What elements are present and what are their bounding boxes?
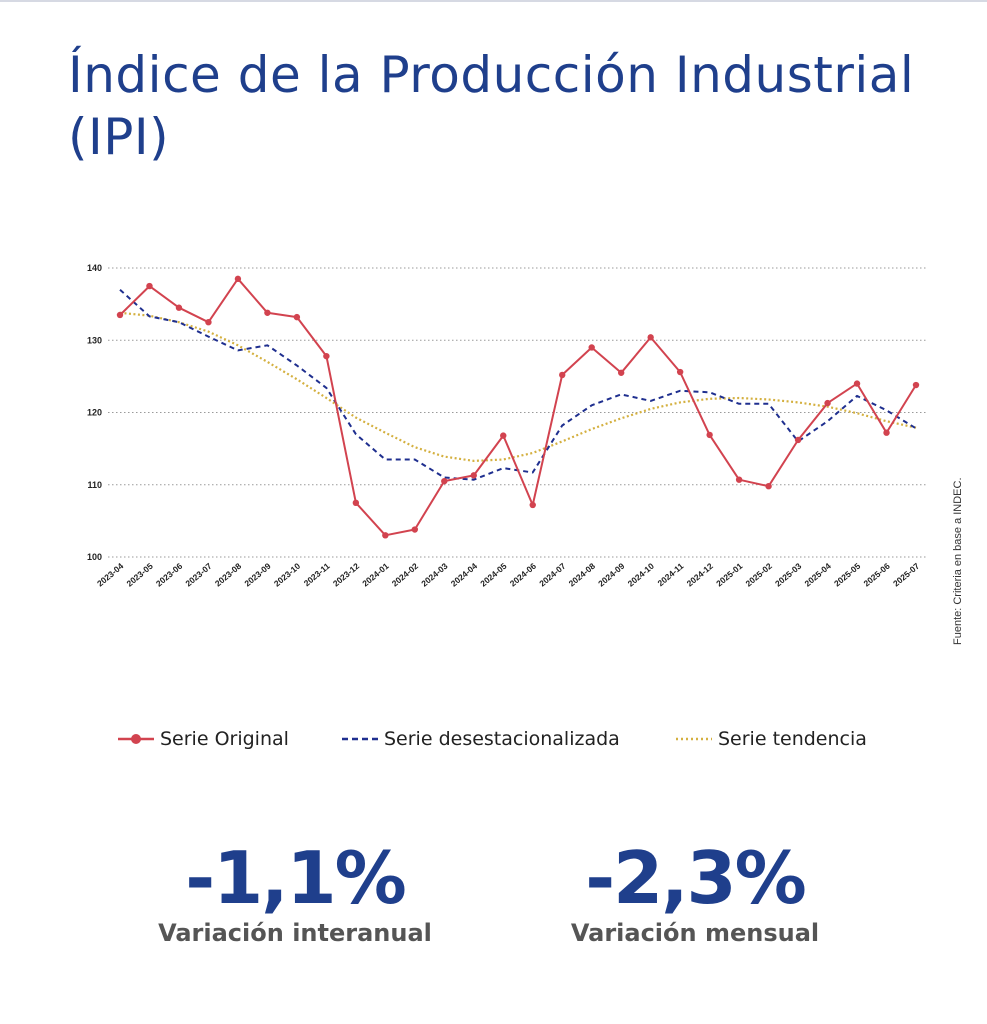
series-original-point xyxy=(264,309,271,316)
series-original-point xyxy=(824,399,831,407)
x-tick-label: 2025-02 xyxy=(744,561,775,589)
kpi-interanual: -1,1% Variación interanual xyxy=(140,838,450,948)
series-original-point xyxy=(470,472,477,479)
series-original-point xyxy=(293,313,301,321)
series-original-line xyxy=(119,277,917,537)
x-tick-label: 2023-06 xyxy=(154,561,185,589)
series-original-point xyxy=(323,352,330,360)
series-original-point xyxy=(441,477,448,485)
series-desestacionalizada-line xyxy=(119,288,917,481)
series-original-point xyxy=(116,311,124,319)
legend-item-tendencia: Serie tendencia xyxy=(676,728,867,750)
legend-label-original: Serie Original xyxy=(160,728,289,750)
x-tick-label: 2025-04 xyxy=(803,561,834,589)
series-original-point xyxy=(500,432,507,439)
series-original-point xyxy=(765,482,772,490)
x-tick-label: 2024-11 xyxy=(655,561,685,589)
series-original-point xyxy=(146,282,153,290)
chart-legend: Serie Original Serie desestacionalizada … xyxy=(0,728,987,758)
y-tick-label: 100 xyxy=(87,552,102,562)
source-note: Fuente: Criteria en base a INDEC. xyxy=(952,477,964,645)
x-tick-label: 2024-04 xyxy=(449,561,480,589)
x-tick-label: 2024-10 xyxy=(626,561,657,589)
series-original-point xyxy=(352,499,360,507)
legend-swatch-original xyxy=(118,734,154,744)
series-original-point xyxy=(175,304,183,311)
series-original-point xyxy=(735,476,743,483)
kpi-interanual-label: Variación interanual xyxy=(158,919,432,947)
series-original-point xyxy=(617,369,625,376)
kpi-mensual-label: Variación mensual xyxy=(570,919,820,947)
x-tick-label: 2023-08 xyxy=(213,561,244,589)
x-tick-label: 2024-12 xyxy=(685,561,716,589)
series-original-point xyxy=(647,334,654,341)
x-tick-label: 2023-11 xyxy=(302,561,332,589)
series-original-point xyxy=(411,526,419,533)
x-tick-label: 2023-10 xyxy=(272,561,303,589)
x-tick-label: 2024-07 xyxy=(537,561,568,589)
x-tick-label: 2023-09 xyxy=(242,561,273,589)
x-tick-label: 2023-05 xyxy=(124,561,155,589)
x-tick-label: 2023-04 xyxy=(95,561,126,589)
series-original-point xyxy=(853,380,861,387)
legend-swatch-desestacionalizada xyxy=(342,737,378,741)
x-tick-label: 2024-05 xyxy=(478,561,509,589)
x-tick-label: 2025-07 xyxy=(891,561,922,589)
x-tick-label: 2024-02 xyxy=(390,561,421,589)
x-tick-label: 2024-03 xyxy=(419,561,450,589)
x-tick-label: 2023-07 xyxy=(183,561,214,589)
series-original-point xyxy=(794,436,802,444)
x-tick-label: 2025-06 xyxy=(861,561,892,589)
kpi-mensual-value: -2,3% xyxy=(585,836,807,920)
series-original-point xyxy=(559,371,566,379)
series-original-point xyxy=(912,381,920,389)
series-original-point xyxy=(529,501,536,509)
x-tick-label: 2025-05 xyxy=(832,561,863,589)
page-title: Índice de la Producción Industrial (IPI) xyxy=(68,46,915,166)
top-border xyxy=(0,0,987,2)
series-original-point xyxy=(883,429,890,436)
series-original-point xyxy=(588,344,595,351)
y-tick-label: 110 xyxy=(87,480,102,490)
x-tick-label: 2023-12 xyxy=(331,561,362,589)
series-original-point xyxy=(676,368,684,376)
legend-item-desestacionalizada: Serie desestacionalizada xyxy=(342,728,620,750)
x-tick-label: 2024-01 xyxy=(360,561,391,589)
legend-label-desestacionalizada: Serie desestacionalizada xyxy=(384,728,620,750)
x-tick-label: 2025-03 xyxy=(773,561,804,589)
y-tick-label: 140 xyxy=(87,263,102,273)
legend-label-tendencia: Serie tendencia xyxy=(718,728,867,750)
x-tick-label: 2024-09 xyxy=(596,561,627,589)
legend-item-original: Serie Original xyxy=(118,728,289,750)
series-tendencia-line xyxy=(119,311,917,462)
y-tick-label: 130 xyxy=(87,335,102,345)
x-tick-label: 2024-08 xyxy=(567,561,598,589)
legend-swatch-tendencia xyxy=(676,737,712,741)
kpi-interanual-value: -1,1% xyxy=(185,836,407,920)
y-tick-label: 120 xyxy=(87,408,102,418)
x-tick-label: 2025-01 xyxy=(714,561,745,589)
series-original-point xyxy=(205,318,212,326)
x-tick-label: 2024-06 xyxy=(508,561,539,589)
series-original-point xyxy=(706,431,713,439)
series-original-point xyxy=(382,532,389,539)
kpi-mensual: -2,3% Variación mensual xyxy=(540,838,850,948)
series-original-point xyxy=(234,275,242,283)
